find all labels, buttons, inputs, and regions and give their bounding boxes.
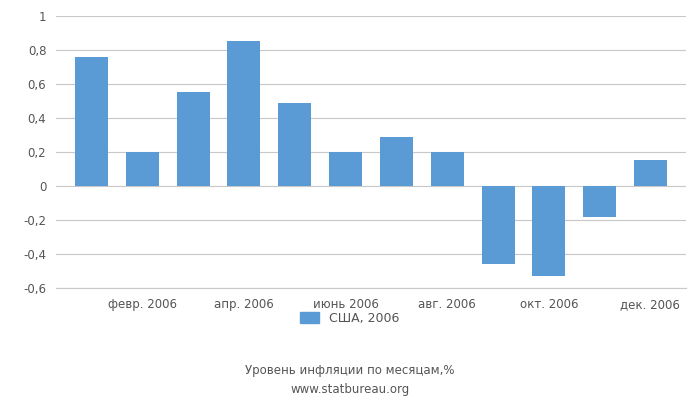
- Bar: [532, 186, 566, 276]
- Bar: [329, 152, 362, 186]
- Bar: [75, 57, 108, 186]
- Bar: [634, 160, 667, 186]
- Bar: [176, 92, 210, 186]
- Bar: [380, 137, 413, 186]
- Bar: [228, 42, 260, 186]
- Bar: [482, 186, 514, 264]
- Bar: [583, 186, 616, 216]
- Bar: [126, 152, 159, 186]
- Bar: [279, 103, 312, 186]
- Text: Уровень инфляции по месяцам,%
www.statbureau.org: Уровень инфляции по месяцам,% www.statbu…: [245, 364, 455, 396]
- Bar: [430, 152, 463, 186]
- Legend: США, 2006: США, 2006: [295, 307, 405, 330]
